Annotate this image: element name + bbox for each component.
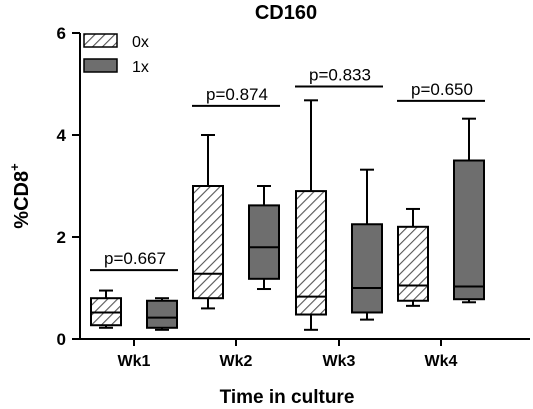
y-ticks: 0 2 4 6: [57, 24, 80, 349]
box-iqr: [397, 225, 429, 302]
box-iqr: [453, 159, 485, 301]
y-axis-label-superscript: +: [7, 163, 22, 171]
box-plots: [90, 99, 485, 331]
box-plot-0x-Wk2: [192, 134, 224, 310]
legend-label-0x: 0x: [132, 34, 149, 51]
box-plot-1x-Wk1: [146, 297, 178, 331]
box-plot-1x-Wk2: [248, 185, 280, 291]
y-tick-label: 2: [57, 228, 66, 247]
box-iqr: [295, 190, 327, 316]
legend-swatch-filled: [83, 58, 118, 73]
x-tick-label: Wk2: [220, 353, 253, 370]
box-iqr: [146, 299, 178, 329]
legend-label-1x: 1x: [132, 59, 149, 76]
p-value-label: p=0.650: [411, 80, 473, 99]
x-tick-label: Wk4: [425, 353, 458, 370]
p-value-label: p=0.833: [309, 66, 371, 85]
y-tick-label: 6: [57, 24, 66, 43]
y-axis-label-main: %CD8: [11, 171, 33, 229]
box-iqr: [248, 204, 280, 280]
x-tick-label: Wk3: [323, 353, 356, 370]
box-plot-0x-Wk1: [90, 289, 122, 329]
y-tick-label: 0: [57, 330, 66, 349]
box-iqr: [192, 185, 224, 300]
box-plot-0x-Wk4: [397, 207, 429, 307]
p-value-label: p=0.667: [104, 249, 166, 268]
legend: 0x 1x: [83, 33, 149, 76]
x-axis-label: Time in culture: [220, 387, 355, 408]
box-iqr: [351, 223, 383, 314]
p-value-annotations: p=0.667 p=0.874 p=0.833 p=0.650: [90, 66, 485, 272]
y-tick-label: 4: [57, 126, 67, 145]
legend-swatch-hatched: [83, 33, 118, 48]
y-axis-label: %CD8+: [7, 163, 33, 229]
box-plot-1x-Wk4: [453, 117, 485, 304]
x-tick-label: Wk1: [118, 353, 151, 370]
box-plot-0x-Wk3: [295, 99, 327, 331]
chart-title: CD160: [255, 2, 317, 24]
p-value-label: p=0.874: [206, 85, 268, 104]
box-plot-1x-Wk3: [351, 168, 383, 321]
x-ticks: Wk1 Wk2 Wk3 Wk4: [118, 339, 458, 370]
